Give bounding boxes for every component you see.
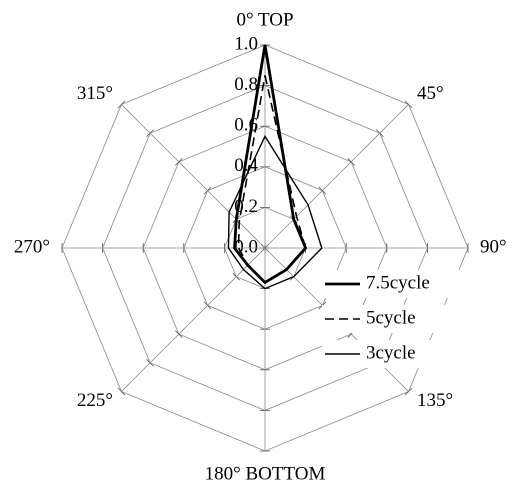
- legend-label: 5cycle: [366, 307, 416, 328]
- category-label: 270°: [14, 236, 50, 257]
- category-label: 135°: [417, 390, 453, 411]
- series-line: [227, 134, 323, 290]
- r-tick-label: 1.0: [234, 33, 258, 54]
- series-line: [237, 75, 307, 284]
- category-label: 0° TOP: [236, 9, 293, 30]
- category-label: 180° BOTTOM: [205, 463, 326, 484]
- category-label: 315°: [77, 83, 113, 104]
- legend-label: 3cycle: [366, 342, 416, 363]
- spoke: [264, 104, 409, 249]
- category-label: 90°: [480, 236, 507, 257]
- spoke: [121, 104, 266, 249]
- legend-label: 7.5cycle: [366, 272, 430, 293]
- r-tick-label: 0.8: [234, 74, 258, 95]
- category-label: 225°: [77, 390, 113, 411]
- category-label: 45°: [417, 83, 444, 104]
- spoke: [121, 247, 266, 392]
